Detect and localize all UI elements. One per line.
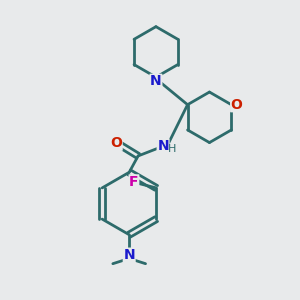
Text: O: O bbox=[231, 98, 243, 112]
Text: F: F bbox=[129, 175, 139, 189]
Text: O: O bbox=[110, 136, 122, 150]
Text: H: H bbox=[168, 144, 176, 154]
Text: N: N bbox=[157, 139, 169, 153]
Text: N: N bbox=[150, 74, 162, 88]
Text: N: N bbox=[123, 248, 135, 262]
